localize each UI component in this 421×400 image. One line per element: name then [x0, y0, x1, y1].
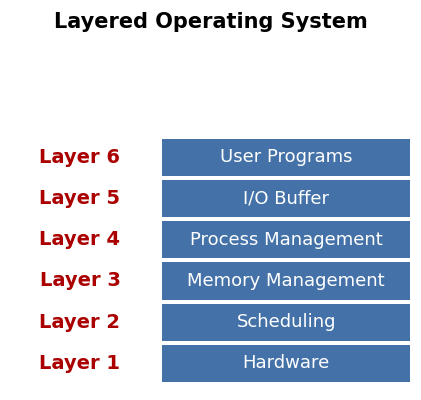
Text: Layer 3: Layer 3 — [40, 272, 120, 290]
Bar — [162, 262, 410, 300]
Text: Layered Operating System: Layered Operating System — [53, 12, 368, 32]
Text: Layer 4: Layer 4 — [40, 230, 120, 249]
Text: I/O Buffer: I/O Buffer — [243, 190, 329, 208]
Text: User Programs: User Programs — [220, 148, 352, 166]
Text: Hardware: Hardware — [242, 354, 330, 372]
Bar — [162, 345, 410, 382]
Bar — [162, 221, 410, 258]
Text: Layer 2: Layer 2 — [40, 313, 120, 332]
Bar — [162, 139, 410, 176]
Text: Memory Management: Memory Management — [187, 272, 385, 290]
Text: Layer 5: Layer 5 — [40, 189, 120, 208]
Text: Layer 6: Layer 6 — [40, 148, 120, 167]
Bar — [162, 180, 410, 217]
Text: Process Management: Process Management — [190, 231, 383, 249]
Text: Layer 1: Layer 1 — [40, 354, 120, 373]
Bar — [162, 304, 410, 341]
Text: Scheduling: Scheduling — [237, 313, 336, 331]
